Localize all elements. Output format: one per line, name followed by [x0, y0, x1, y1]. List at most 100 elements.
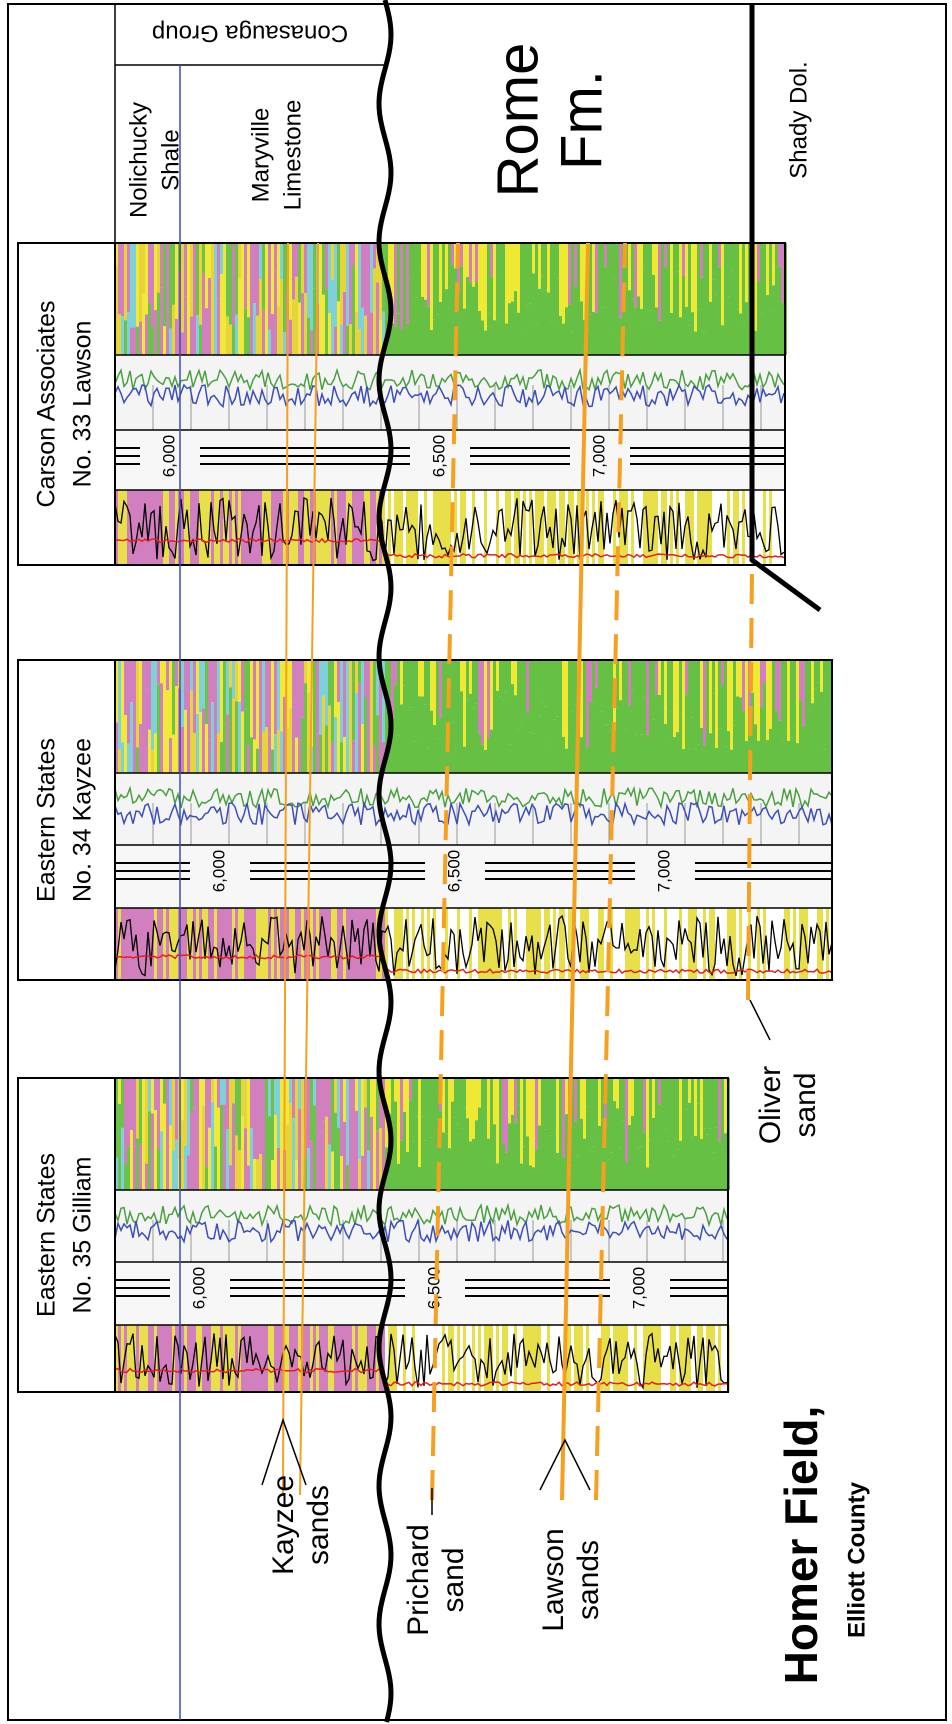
log-stripe	[775, 267, 778, 355]
lith-stripe	[643, 1325, 646, 1392]
log-stripe	[754, 724, 757, 773]
log-stripe	[703, 660, 706, 746]
log-stripe	[508, 1078, 511, 1124]
leader	[539, 1438, 591, 1491]
lith-stripe	[487, 908, 490, 980]
log-stripe	[706, 1078, 709, 1135]
log-stripe	[169, 328, 172, 355]
log-stripe	[490, 243, 493, 277]
log-stripe	[511, 1078, 514, 1115]
lith-stripe	[247, 490, 250, 565]
lith-stripe	[466, 908, 469, 980]
lith-stripe	[331, 490, 334, 565]
log-stripe	[367, 1078, 370, 1151]
log-stripe	[289, 243, 292, 320]
lith-stripe	[652, 908, 655, 980]
lith-stripe	[664, 1325, 667, 1392]
log-stripe	[568, 304, 571, 355]
log-stripe	[502, 243, 505, 320]
log-stripe	[382, 311, 385, 355]
log-stripe	[655, 307, 658, 355]
log-stripe	[655, 1136, 658, 1190]
log-stripe	[766, 243, 769, 296]
lith-stripe	[619, 908, 622, 980]
log-stripe	[583, 1138, 586, 1190]
log-stripe	[811, 703, 814, 773]
log-stripe	[595, 243, 598, 313]
log-stripe	[829, 735, 832, 773]
lith-stripe	[670, 490, 673, 565]
log-stripe	[439, 302, 442, 355]
log-stripe	[589, 1150, 592, 1190]
log-stripe	[430, 1137, 433, 1190]
log-stripe	[709, 733, 712, 773]
log-stripe	[775, 243, 778, 268]
log-stripe	[367, 714, 370, 773]
log-stripe	[253, 243, 256, 304]
lith-stripe	[355, 1325, 358, 1392]
log-stripe	[256, 660, 259, 749]
lith-stripe	[652, 1325, 655, 1392]
log-stripe	[403, 243, 406, 271]
log-stripe	[256, 1159, 259, 1190]
lith-stripe	[457, 1325, 460, 1392]
log-stripe	[778, 243, 781, 267]
log-stripe	[775, 711, 778, 773]
log-stripe	[355, 1110, 358, 1190]
lith-stripe	[484, 490, 487, 565]
log-stripe	[229, 1078, 232, 1166]
lith-stripe	[373, 490, 376, 565]
log-stripe	[508, 243, 511, 304]
log-stripe	[121, 316, 124, 355]
log-stripe	[511, 243, 514, 302]
log-stripe	[643, 1132, 646, 1190]
log-stripe	[259, 1078, 262, 1155]
log-stripe	[331, 1078, 334, 1152]
log-stripe	[523, 1146, 526, 1190]
log-stripe	[679, 1140, 682, 1190]
subtitle: Elliott County	[843, 1481, 870, 1638]
lith-stripe	[271, 908, 274, 980]
lith-stripe	[385, 908, 388, 980]
log-stripe	[181, 726, 184, 773]
log-stripe	[358, 329, 361, 355]
log-stripe	[451, 722, 454, 773]
log-stripe	[241, 243, 244, 308]
log-stripe	[709, 1078, 712, 1129]
lith-stripe	[241, 1325, 244, 1392]
lith-stripe	[268, 908, 271, 980]
log-stripe	[823, 749, 826, 773]
lith-stripe	[757, 490, 760, 565]
log-stripe	[343, 737, 346, 773]
log-stripe	[649, 243, 652, 311]
lith-stripe	[643, 490, 646, 565]
log-stripe	[289, 1078, 292, 1104]
log-stripe	[610, 328, 613, 355]
log-stripe	[757, 740, 760, 773]
log-stripe	[232, 325, 235, 355]
log-stripe	[613, 278, 616, 355]
lith-stripe	[160, 1325, 163, 1392]
log-stripe	[145, 314, 148, 355]
log-stripe	[247, 1165, 250, 1190]
log-stripe	[700, 277, 703, 355]
log-stripe	[787, 660, 790, 741]
lith-stripe	[610, 908, 613, 980]
lith-stripe	[655, 1325, 658, 1392]
log-stripe	[361, 660, 364, 725]
log-stripe	[448, 740, 451, 773]
lith-stripe	[157, 908, 160, 980]
log-stripe	[589, 702, 592, 773]
log-stripe	[274, 1078, 277, 1115]
log-stripe	[316, 1078, 319, 1151]
log-stripe	[790, 737, 793, 773]
lith-stripe	[784, 908, 787, 980]
log-stripe	[625, 286, 628, 355]
log-stripe	[217, 660, 220, 734]
log-stripe	[817, 660, 820, 683]
lith-stripe	[145, 908, 148, 980]
log-stripe	[619, 700, 622, 773]
log-stripe	[532, 660, 535, 734]
